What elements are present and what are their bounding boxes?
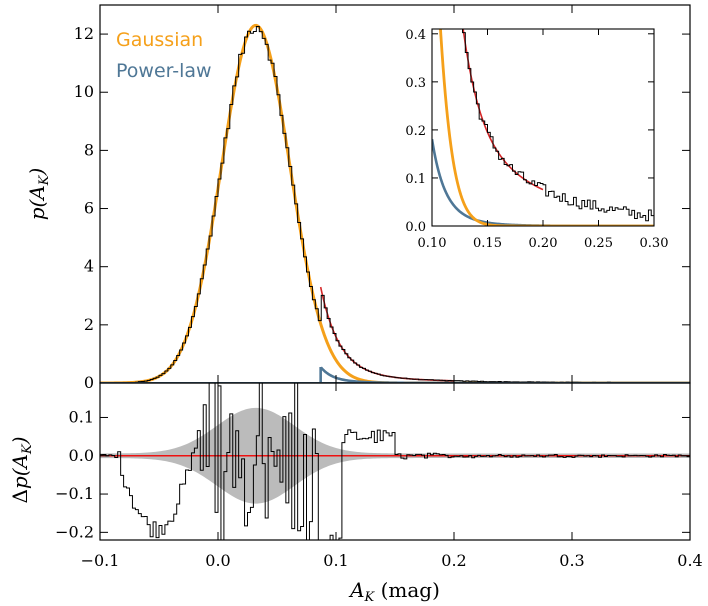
inset-ticks: 0.10 0.15 0.20 0.25 0.30 0.0 0.1 0.2 0.3 0.4	[405, 28, 668, 251]
main-ytick-label: 0	[84, 373, 94, 392]
inset-background	[432, 29, 654, 226]
main-ticks: 0 2 4 6 8 10 12	[74, 5, 691, 392]
legend-power-law: Power-law	[116, 60, 212, 82]
residual-plot-area	[100, 383, 690, 540]
power-law-fit-curve	[319, 366, 690, 383]
residual-frame	[99, 382, 691, 541]
main-ytick-label: 8	[84, 140, 94, 159]
inset-xtick-label: 0.30	[640, 236, 669, 251]
inset-ytick-label: 0.0	[405, 220, 426, 235]
residual-xtick-label: 0.1	[323, 551, 348, 570]
legend: Gaussian Power-law	[116, 29, 212, 82]
main-ytick-label: 2	[84, 315, 94, 334]
inset-gaussian-curve	[439, 29, 654, 226]
residual-xtick-label: 0.4	[677, 551, 702, 570]
main-ytick-label: 10	[74, 82, 94, 101]
residual-xtick-label: 0.2	[441, 551, 466, 570]
residual-ticks: −0.1 0.0 0.1 0.2 0.3 0.4 −0.2 −0.1 0.0 0.1	[55, 383, 703, 570]
residual-xtick-label: 0.0	[205, 551, 230, 570]
legend-gaussian: Gaussian	[116, 29, 203, 51]
main-ytick-label: 6	[84, 199, 94, 218]
inset-xtick-label: 0.25	[584, 236, 613, 251]
residual-ytick-label: 0.0	[69, 446, 94, 465]
inset-xtick-label: 0.10	[418, 236, 447, 251]
inset-ytick-label: 0.4	[405, 28, 426, 43]
inset-xtick-label: 0.20	[529, 236, 558, 251]
residual-xtick-label: −0.1	[81, 551, 120, 570]
residual-ytick-label: −0.2	[55, 522, 94, 541]
inset-ytick-label: 0.2	[405, 124, 426, 139]
residual-xtick-label: 0.3	[559, 551, 584, 570]
x-axis-label: AK (mag)	[348, 578, 440, 605]
inset-ytick-label: 0.3	[405, 76, 426, 91]
residual-panel: −0.1 0.0 0.1 0.2 0.3 0.4 −0.2 −0.1 0.0 0.1 Δp(AK)…	[8, 382, 703, 605]
residual-steps	[100, 383, 690, 540]
residual-ytick-label: 0.1	[69, 407, 94, 426]
inset-xtick-label: 0.15	[473, 236, 502, 251]
main-ytick-label: 4	[84, 257, 94, 276]
inset-ytick-label: 0.1	[405, 172, 426, 187]
inset-histogram-steps	[462, 29, 654, 222]
residual-ylabel: Δp(AK)	[8, 436, 35, 503]
main-ylabel: p(AK)	[25, 168, 52, 221]
inset-panel: 0.10 0.15 0.20 0.25 0.30 0.0 0.1 0.2 0.3 0.4	[405, 28, 668, 251]
main-ytick-label: 12	[74, 24, 94, 43]
residual-ytick-label: −0.1	[55, 484, 94, 503]
